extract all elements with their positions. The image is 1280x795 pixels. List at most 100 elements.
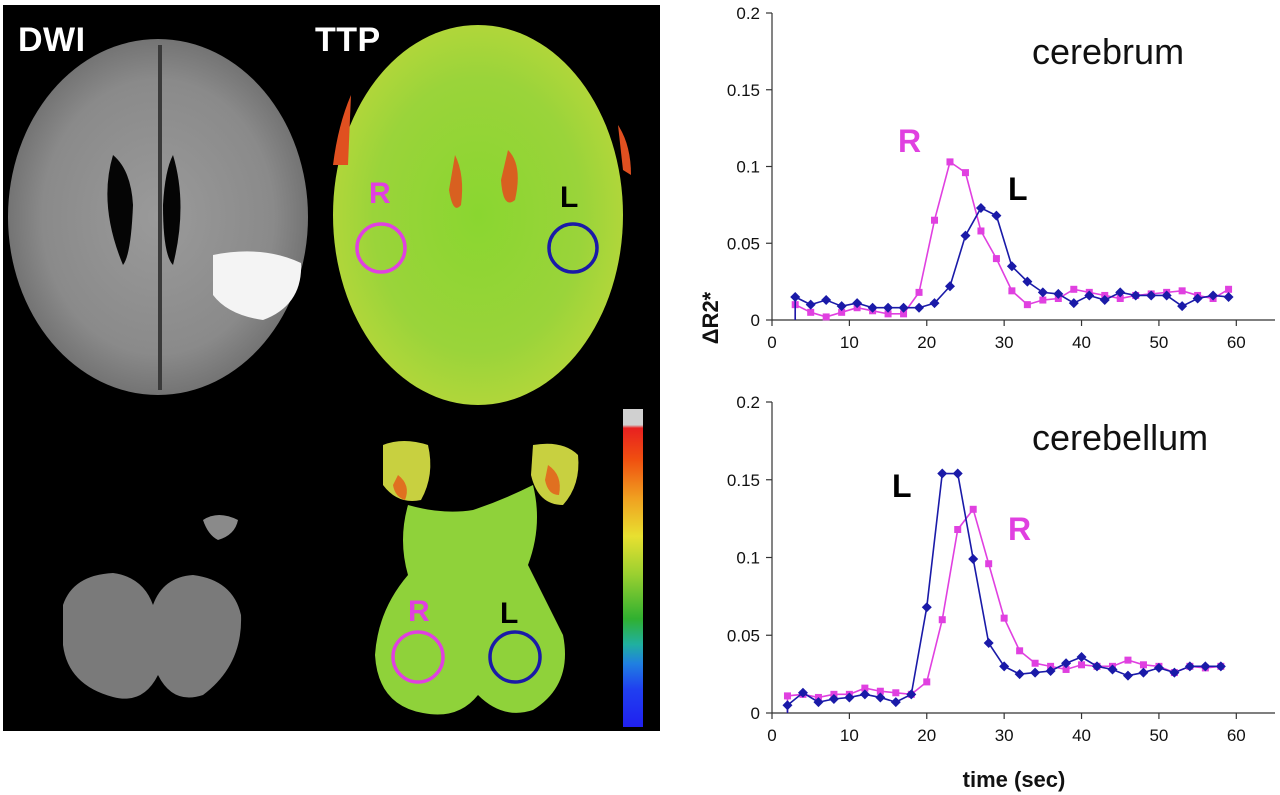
- y-tick-label: 0.2: [736, 4, 760, 23]
- y-axis-title: ΔR2*: [698, 291, 723, 344]
- data-point: [822, 313, 830, 321]
- data-point: [1124, 656, 1132, 664]
- data-point: [813, 697, 824, 708]
- data-point: [1200, 661, 1211, 672]
- x-tick-label: 50: [1149, 726, 1168, 745]
- data-point: [884, 310, 892, 318]
- dwi-label: DWI: [18, 21, 86, 59]
- series-label-L: L: [1008, 171, 1028, 207]
- data-point: [892, 689, 900, 697]
- data-point: [1099, 295, 1110, 306]
- x-tick-label: 0: [767, 726, 776, 745]
- data-point: [790, 291, 801, 302]
- data-point: [1053, 288, 1064, 299]
- data-point: [1177, 301, 1188, 312]
- data-point: [960, 230, 971, 241]
- data-point: [861, 684, 869, 692]
- data-point: [1184, 661, 1195, 672]
- data-point: [1107, 664, 1118, 675]
- y-tick-label: 0.15: [727, 471, 760, 490]
- x-tick-label: 10: [840, 333, 859, 352]
- data-point: [1076, 652, 1087, 663]
- data-point: [991, 210, 1002, 221]
- y-tick-label: 0.15: [727, 81, 760, 100]
- data-point: [985, 560, 993, 568]
- data-point: [931, 216, 939, 224]
- data-point: [906, 689, 917, 700]
- data-point: [937, 468, 948, 479]
- data-point: [1153, 662, 1164, 673]
- data-point: [900, 310, 908, 318]
- data-point: [1000, 614, 1008, 622]
- data-point: [1008, 287, 1016, 295]
- data-point: [867, 302, 878, 313]
- data-point: [975, 202, 986, 213]
- data-point: [992, 255, 1000, 263]
- data-point: [1208, 290, 1219, 301]
- data-point: [1006, 261, 1017, 272]
- series-label-L: L: [892, 468, 912, 504]
- data-point: [1014, 669, 1025, 680]
- data-point: [838, 308, 846, 316]
- x-tick-label: 50: [1149, 333, 1168, 352]
- data-point: [1130, 290, 1141, 301]
- roi-right-label-cerebellum: R: [408, 595, 431, 628]
- data-point: [1068, 298, 1079, 309]
- roi-right-circle-cerebellum: [391, 630, 445, 684]
- data-point: [876, 687, 884, 695]
- data-point: [807, 308, 815, 316]
- data-point: [1138, 667, 1149, 678]
- ttp-label: TTP: [315, 21, 381, 59]
- roi-left-circle-cerebellum: [488, 630, 542, 684]
- dwi-cerebrum-slice: [8, 39, 308, 395]
- y-tick-label: 0.1: [736, 158, 760, 177]
- x-tick-label: 20: [917, 726, 936, 745]
- cerebellum-chart: cerebellum time (sec) 0 0.05 0.1 0.15 0.2 0 10…: [727, 393, 1275, 792]
- roi-right-circle-cerebrum: [355, 222, 407, 274]
- data-point: [1122, 670, 1133, 681]
- data-point: [999, 661, 1010, 672]
- x-tick-label: 40: [1072, 333, 1091, 352]
- data-point: [1062, 665, 1070, 673]
- x-axis-title: time (sec): [963, 767, 1066, 792]
- y-tick-label: 0: [751, 311, 760, 330]
- ttp-cerebellum-slice: [375, 441, 579, 715]
- roi-left-label-cerebellum: L: [500, 597, 519, 630]
- data-point: [1225, 285, 1233, 293]
- data-point: [844, 692, 855, 703]
- x-tick-label: 60: [1227, 726, 1246, 745]
- data-point: [859, 689, 870, 700]
- data-point: [914, 302, 925, 313]
- series-line-L: [786, 472, 1221, 713]
- data-point: [983, 638, 994, 649]
- data-point: [968, 554, 979, 565]
- data-point: [929, 298, 940, 309]
- data-point: [1116, 295, 1124, 303]
- data-point: [954, 526, 962, 534]
- data-point: [1022, 276, 1033, 287]
- series-label-R: R: [1008, 511, 1031, 547]
- data-point: [1023, 301, 1031, 309]
- y-tick-label: 0.05: [727, 626, 760, 645]
- y-tick-label: 0.2: [736, 393, 760, 412]
- x-tick-label: 30: [995, 333, 1014, 352]
- cerebrum-chart-title: cerebrum: [1032, 31, 1184, 72]
- data-point: [944, 281, 955, 292]
- data-point: [969, 505, 977, 513]
- data-point: [1146, 290, 1157, 301]
- data-point: [915, 288, 923, 296]
- data-point: [852, 298, 863, 309]
- data-point: [783, 692, 791, 700]
- data-point: [977, 227, 985, 235]
- y-tick-label: 0: [751, 704, 760, 723]
- data-point: [938, 616, 946, 624]
- data-point: [1215, 661, 1226, 672]
- data-point: [1161, 290, 1172, 301]
- data-point: [883, 302, 894, 313]
- data-point: [828, 694, 839, 705]
- data-point: [1223, 291, 1234, 302]
- roi-left-label-cerebrum: L: [560, 181, 579, 214]
- data-point: [1016, 647, 1024, 655]
- roi-left-circle-cerebrum: [547, 222, 599, 274]
